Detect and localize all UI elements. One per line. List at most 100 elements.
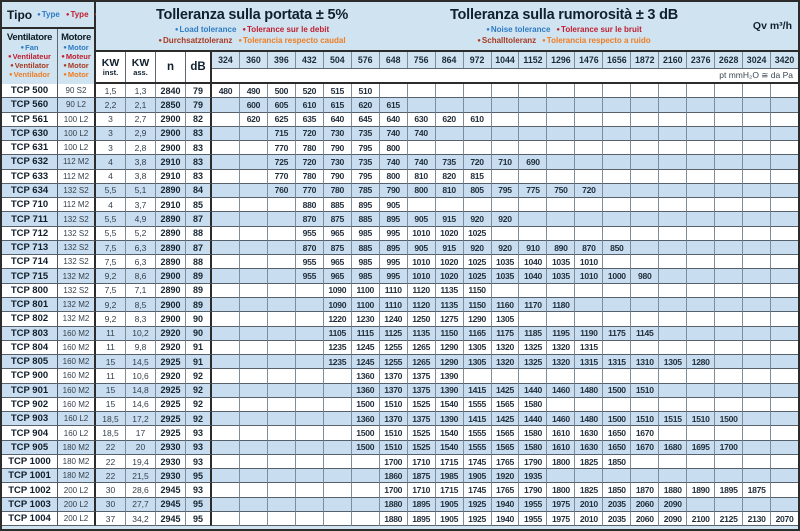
flow-value-cell (267, 269, 296, 284)
kw-ass-top: KW (131, 56, 150, 69)
flow-value-cell (687, 226, 716, 241)
flow-value-cell (687, 126, 716, 142)
db-cell: 83 (186, 169, 212, 184)
flow-column-header: 576 (352, 52, 380, 68)
flow-value-cell: 1765 (491, 483, 520, 498)
flow-value-cell: 770 (267, 169, 296, 184)
flow-value-cell: 1510 (379, 397, 408, 413)
db-cell: 95 (186, 511, 212, 527)
flow-value-cell (659, 240, 688, 256)
flow-value-cell (687, 212, 716, 227)
flow-value-cell: 1220 (323, 312, 352, 327)
flow-value-cell: 1710 (407, 454, 436, 470)
flow-value-cell (212, 112, 240, 127)
flow-value-cell (715, 383, 744, 398)
flow-value-cell (239, 483, 268, 498)
flow-value-cell (547, 84, 576, 99)
bullet-icon: ● (542, 37, 546, 44)
flow-value-cell (575, 112, 604, 127)
db-cell: 93 (186, 454, 212, 470)
flow-value-cell: 1905 (435, 511, 464, 527)
motor-cell: 160 L2 (58, 426, 96, 441)
bullet-icon: ● (63, 62, 67, 69)
flow-value-cell: 1790 (519, 454, 548, 470)
flow-value-cell (715, 397, 744, 413)
flow-value-cell: 1955 (519, 497, 548, 512)
bullet-icon: ● (174, 26, 179, 33)
table-row-tcp-711: TCP 711 132 S2 5,5 4,9 2890 87 870 875 885 895 905… (2, 212, 798, 227)
flow-value-cell (212, 397, 240, 413)
kw-inst-cell: 37 (96, 511, 126, 527)
rpm-cell: 2890 (156, 226, 186, 241)
flow-value-cell (323, 426, 352, 441)
flow-value-cell (519, 169, 548, 184)
flow-value-cell (631, 297, 660, 313)
flow-value-cell: 795 (491, 183, 520, 199)
table-row-tcp-714: TCP 714 132 S2 7,5 6,3 2890 88 955 965 985 995 101… (2, 255, 798, 270)
flow-value-cell: 1235 (323, 340, 352, 356)
flow-value-cell (603, 212, 632, 227)
motore-translations: ● Motor ● Moteur ● Motor ● Motor (58, 43, 94, 79)
model-cell: TCP 805 (2, 355, 58, 370)
flow-value-cell (687, 141, 716, 156)
table-row-tcp-803: TCP 803 160 M2 11 10,2 2920 90 1105 1115 1125 113… (2, 326, 798, 341)
flow-value-cell: 1000 (603, 269, 632, 284)
flow-value-cell (771, 113, 798, 127)
flow-value-cell (659, 369, 688, 384)
rpm-cell: 2890 (156, 240, 186, 256)
kw-ass-cell: 21,5 (126, 469, 156, 484)
flow-value-cell (715, 240, 744, 256)
flow-value-cell (715, 226, 744, 241)
flow-value-cell (295, 326, 324, 341)
flow-value-cell (547, 169, 576, 184)
flow-value-cell: 1650 (603, 426, 632, 441)
flow-value-cell (715, 126, 744, 142)
flow-value-cell: 750 (547, 183, 576, 199)
flow-value-cell (323, 440, 352, 455)
flow-value-cell (743, 440, 772, 455)
kw-ass-cell: 14,6 (126, 397, 156, 413)
flow-value-cell: 1940 (491, 511, 520, 527)
flow-value-cell (771, 141, 798, 156)
flow-value-cell: 1305 (491, 312, 520, 327)
flow-value-cell: 1880 (659, 483, 688, 498)
flow-value-cell (631, 155, 660, 170)
flow-value-cell (407, 141, 436, 156)
legend-item: ● Durchsatztoleranz (158, 36, 232, 45)
flow-value-cell (687, 469, 716, 484)
kw-ass-cell: 14,8 (126, 383, 156, 398)
flow-value-cell (212, 198, 240, 213)
flow-value-cell (212, 440, 240, 455)
flow-value-cell (631, 369, 660, 384)
flow-value-cell (575, 397, 604, 413)
flow-value-cell: 690 (519, 155, 548, 170)
flow-value-cell (379, 84, 408, 99)
flow-value-cell (547, 369, 576, 384)
flow-value-cell (295, 340, 324, 356)
db-cell: 85 (186, 198, 212, 213)
flow-value-cell (519, 226, 548, 241)
flow-value-cell (687, 269, 716, 284)
db-cell: 88 (186, 226, 212, 241)
flow-value-cell (743, 297, 772, 313)
flow-value-cell: 1895 (715, 483, 744, 498)
db-cell: 87 (186, 240, 212, 256)
kw-inst-cell: 7,5 (96, 255, 126, 270)
flow-value-cell (603, 126, 632, 142)
flow-value-cell (659, 169, 688, 184)
flow-value-cell (631, 340, 660, 356)
rpm-cell: 2945 (156, 497, 186, 512)
flow-value-cell (575, 126, 604, 142)
db-cell: 91 (186, 340, 212, 356)
db-cell: 92 (186, 383, 212, 398)
flow-value-cell: 1145 (631, 326, 660, 341)
motor-cell: 160 M2 (58, 355, 96, 370)
flow-value-cell: 620 (435, 112, 464, 127)
flow-value-cell (603, 340, 632, 356)
legend-item: ● Ventilador (9, 70, 50, 79)
flow-value-cell (295, 312, 324, 327)
flow-value-cell (491, 226, 520, 241)
db-cell: 84 (186, 183, 212, 199)
flow-value-cell: 1860 (379, 469, 408, 484)
flow-tolerance-title: Tolleranza sulla portata ± 5% (155, 7, 349, 23)
